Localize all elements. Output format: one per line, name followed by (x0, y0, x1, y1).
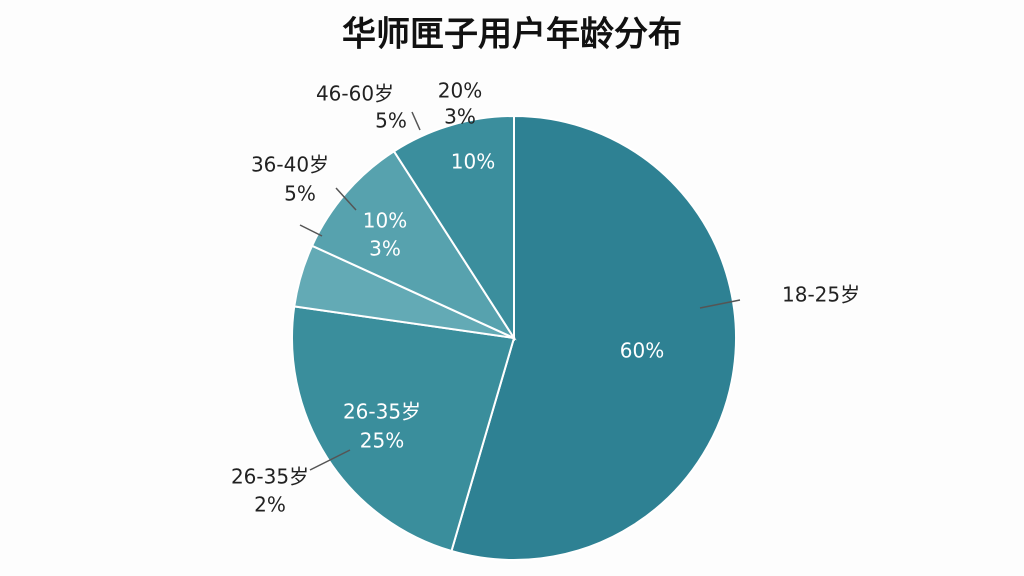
pie-slice (392, 114, 515, 342)
annotation: 26-35岁 (231, 465, 309, 489)
value-label: 60% (620, 339, 664, 363)
category-label: 46-60岁 (316, 82, 394, 106)
pie-slice (450, 114, 737, 561)
leader-lines (299, 111, 741, 471)
category-label: 26-35岁 (343, 400, 421, 424)
category-label: 36-40岁 (251, 153, 329, 177)
leader-line (335, 187, 357, 211)
leader-line (411, 111, 421, 131)
value-label: 10% (363, 209, 407, 233)
leader-line (299, 224, 323, 237)
annotation: 5% (284, 182, 316, 206)
pie-slice (310, 149, 517, 341)
pie-slice (291, 305, 516, 553)
annotation: 20% (438, 79, 482, 103)
annotation: 3% (369, 237, 401, 261)
annotation: 2% (254, 493, 286, 517)
value-label: 25% (360, 429, 404, 453)
category-label: 18-25岁 (782, 283, 860, 307)
chart-title: 华师匣子用户年龄分布 (342, 15, 682, 55)
leader-line (699, 299, 741, 309)
annotation: 5% (375, 109, 407, 133)
annotation: 3% (444, 105, 476, 129)
value-label: 10% (451, 150, 495, 174)
leader-line (309, 449, 351, 471)
